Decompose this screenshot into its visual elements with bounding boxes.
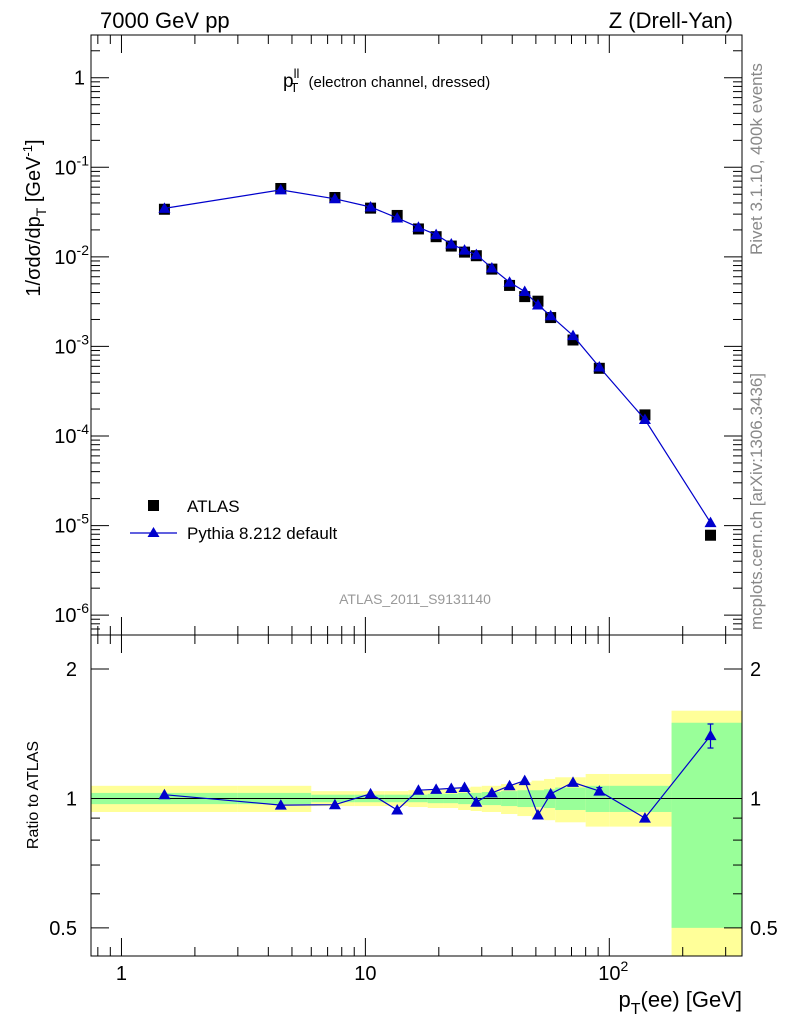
pythia-point xyxy=(445,238,458,249)
xtick-labels: 1 10 102 xyxy=(116,958,629,985)
ratio-point xyxy=(458,781,471,793)
pythia-point xyxy=(364,201,377,212)
pythia-point xyxy=(503,276,516,287)
top-ytick-label: 10-1 xyxy=(54,152,89,179)
ratio-point xyxy=(364,787,377,799)
ratio-point xyxy=(704,729,717,741)
analysis-watermark: ATLAS_2011_S9131140 xyxy=(339,591,491,607)
pythia-point xyxy=(485,262,498,273)
ratio-point xyxy=(567,776,580,787)
pythia-point xyxy=(391,211,404,223)
top-ytick-label: 10-3 xyxy=(54,331,89,358)
pythia-point xyxy=(638,413,651,424)
ratio-point xyxy=(544,787,557,799)
band-inner xyxy=(671,722,742,928)
main-plot: 1 10-1 10-2 10-3 10-4 10-5 10-6 pll T (electron… xyxy=(20,34,743,636)
legend: ATLAS Pythia 8.212 default xyxy=(130,497,338,543)
ratio-point xyxy=(412,784,425,795)
ratio-plot: 0.5 0.5 1 1 2 2 1 10 102 Ratio to ATLAS pT(ee) … xyxy=(25,634,778,1018)
side-rivet: Rivet 3.1.10, 400k events xyxy=(747,63,766,255)
pythia-point xyxy=(544,309,557,321)
ratio-point xyxy=(274,799,287,810)
bottom-ylabel: Ratio to ATLAS xyxy=(25,741,42,849)
ratio-point xyxy=(445,782,458,793)
xtick-label: 1 xyxy=(116,963,127,985)
xtick-label: 102 xyxy=(598,958,628,985)
xtick-label: 10 xyxy=(354,963,376,985)
pythia-point xyxy=(430,228,443,240)
top-ytick-labels: 1 10-1 10-2 10-3 10-4 10-5 10-6 xyxy=(54,68,89,627)
top-ytick-label: 10-5 xyxy=(54,511,89,538)
pythia-point xyxy=(158,202,171,213)
ratio-point xyxy=(531,809,544,820)
pythia-point xyxy=(518,285,531,297)
pythia-point xyxy=(328,192,341,204)
plot-title: pll T (electron channel, dressed) xyxy=(283,66,490,95)
atlas-point xyxy=(519,291,531,303)
bottom-ytick-label-left: 2 xyxy=(66,659,77,681)
header-left: 7000 GeV pp xyxy=(100,8,230,33)
top-ylabel: 1/σdσ/dpT [GeV-1] xyxy=(20,139,49,296)
bottom-ytick-label-right: 2 xyxy=(750,659,761,681)
bottom-ytick-label-left: 0.5 xyxy=(49,918,77,940)
top-axis-ticks xyxy=(91,34,742,636)
top-ytick-label: 10-6 xyxy=(54,600,89,627)
ratio-point xyxy=(638,812,651,823)
bottom-frame xyxy=(90,634,743,957)
bottom-axis-ticks xyxy=(91,635,742,956)
legend-atlas-marker xyxy=(148,500,159,511)
pythia-point xyxy=(458,244,471,255)
ratio-point xyxy=(485,786,498,798)
pythia-point xyxy=(704,516,717,528)
bottom-ytick-label-right: 0.5 xyxy=(750,918,778,940)
ratio-point xyxy=(158,788,171,800)
top-ytick-label: 10-2 xyxy=(54,242,89,269)
side-mcplots: mcplots.cern.ch [arXiv:1306.3436] xyxy=(747,373,766,630)
ratio-point xyxy=(328,798,341,810)
ratio-point xyxy=(593,785,606,796)
ratio-point xyxy=(391,803,404,815)
pythia-point xyxy=(412,221,425,232)
ratio-point xyxy=(503,779,516,791)
x-axis-label: pT(ee) [GeV] xyxy=(618,987,742,1018)
bottom-ytick-label-right: 1 xyxy=(750,788,761,810)
top-ytick-label: 10-4 xyxy=(54,421,89,448)
pythia-point xyxy=(567,329,580,341)
atlas-point xyxy=(705,529,717,541)
legend-pythia-label: Pythia 8.212 default xyxy=(187,524,338,543)
pythia-point xyxy=(470,248,483,260)
bottom-ytick-label-left: 1 xyxy=(66,788,77,810)
header-right: Z (Drell-Yan) xyxy=(609,8,733,33)
ratio-point xyxy=(518,774,531,786)
top-ytick-label: 1 xyxy=(74,68,85,90)
legend-atlas-label: ATLAS xyxy=(187,497,240,516)
pythia-point xyxy=(274,183,287,195)
ratio-point xyxy=(430,783,443,794)
ratio-point xyxy=(470,796,483,807)
pythia-point xyxy=(593,360,606,372)
legend-pythia-marker xyxy=(147,527,160,537)
pythia-point xyxy=(531,299,544,310)
bottom-ytick-labels: 0.5 0.5 1 1 2 2 xyxy=(49,659,778,940)
